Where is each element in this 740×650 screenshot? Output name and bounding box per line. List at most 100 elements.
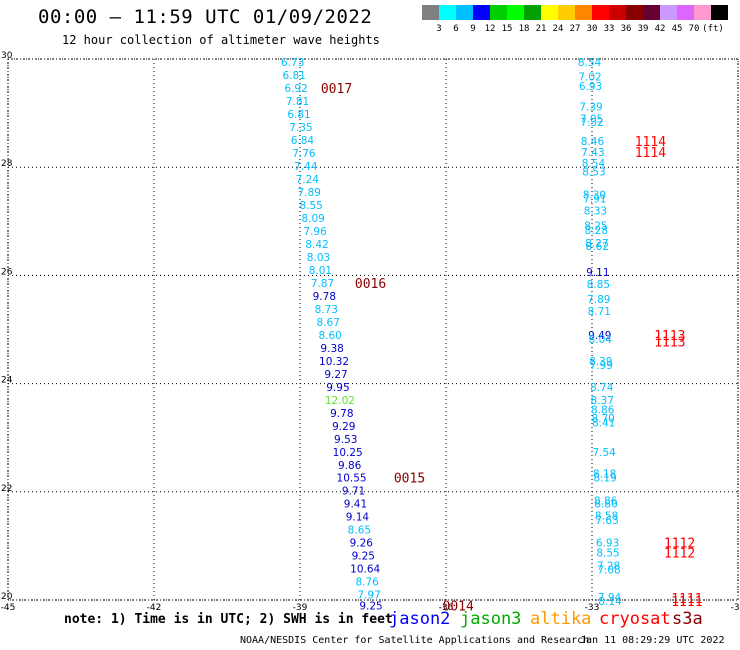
plot-frame — [7, 58, 739, 601]
swh-value-label: 9.11 — [586, 267, 609, 279]
color-scale-label: 30 — [586, 24, 598, 34]
swh-value-label: 7.81 — [286, 96, 309, 108]
swh-value-label: 6.81 — [287, 109, 310, 121]
swh-value-label: 7.99 — [590, 360, 613, 372]
swh-value-label: 8.62 — [586, 241, 609, 253]
swh-value-label: 7.94 — [598, 592, 622, 604]
swh-value-label: 8.39 — [589, 356, 612, 368]
swh-value-label: 8.54 — [578, 57, 602, 69]
swh-value-label: 8.55 — [596, 547, 619, 559]
swh-value-label: 8.85 — [587, 279, 610, 291]
swh-value-label: 9.14 — [346, 512, 370, 524]
swh-value-label: 8.37 — [591, 395, 614, 407]
color-scale-label: 39 — [637, 24, 649, 34]
color-scale-cell — [490, 5, 507, 20]
swh-value-label: 8.58 — [595, 511, 618, 523]
color-scale-cell — [626, 5, 643, 20]
swh-value-label: 7.43 — [581, 147, 604, 159]
x-tick-label: -30 — [731, 603, 740, 613]
swh-value-label: 6.81 — [282, 70, 305, 82]
pass-number-label: 0015 — [394, 472, 425, 487]
pass-number-label: 1111 — [671, 592, 702, 607]
pass-number-label: 1114 — [635, 135, 666, 150]
x-tick-label: -39 — [293, 603, 308, 613]
chart-subtitle: 12 hour collection of altimeter wave hei… — [62, 33, 380, 47]
swh-value-label: 7.91 — [583, 194, 606, 206]
color-scale-label: (ft) — [702, 24, 724, 34]
chart-title: 00:00 – 11:59 UTC 01/09/2022 — [38, 6, 373, 28]
swh-value-label: 10.55 — [337, 473, 367, 485]
swh-value-label: 9.27 — [324, 369, 347, 381]
swh-value-label: 7.97 — [357, 590, 380, 602]
swh-value-label: 9.78 — [330, 408, 353, 420]
swh-value-label: 8.71 — [588, 306, 611, 318]
pass-number-label: 1114 — [635, 146, 666, 161]
color-scale-cell — [592, 5, 609, 20]
swh-value-label: 7.44 — [294, 161, 318, 173]
swh-value-label: 8.80 — [594, 499, 617, 511]
swh-value-label: 7.96 — [303, 226, 327, 238]
swh-value-label: 10.32 — [319, 356, 349, 368]
swh-value-label: 6.73 — [281, 57, 304, 69]
y-tick-label: 24 — [1, 376, 13, 386]
swh-value-label: 6.93 — [596, 538, 619, 550]
swh-value-label: 9.41 — [344, 499, 367, 511]
swh-value-label: 7.89 — [298, 187, 321, 199]
swh-value-label: 8.67 — [317, 317, 340, 329]
color-scale-cell — [711, 5, 728, 20]
swh-value-label: 8.76 — [355, 577, 379, 589]
color-scale-label: 3 — [436, 24, 442, 34]
color-scale-cell — [677, 5, 694, 20]
color-scale-label: 6 — [453, 24, 459, 34]
swh-value-label: 7.24 — [296, 174, 320, 186]
legend-jason2: jason2 — [389, 609, 451, 629]
swh-value-label: 8.03 — [307, 252, 330, 264]
swh-value-label: 7.87 — [311, 278, 334, 290]
swh-value-label: 9.25 — [359, 600, 382, 612]
swh-value-label: 8.04 — [589, 334, 613, 346]
color-scale-cell — [558, 5, 575, 20]
swh-value-label: 7.54 — [592, 447, 616, 459]
color-scale-cell — [456, 5, 473, 20]
swh-value-label: 7.32 — [580, 117, 603, 129]
swh-value-label: 7.02 — [578, 71, 601, 83]
y-tick-label: 26 — [1, 267, 13, 277]
swh-value-label: 8.27 — [585, 238, 608, 250]
color-scale-cell — [507, 5, 524, 20]
swh-value-label: 9.78 — [313, 291, 336, 303]
y-tick-label: 30 — [1, 51, 13, 61]
color-scale-label: 45 — [671, 24, 683, 34]
color-scale-cell — [422, 5, 439, 20]
swh-value-label: 8.86 — [591, 405, 615, 417]
swh-value-label: 6.92 — [284, 83, 307, 95]
swh-value-label: 9.53 — [334, 434, 357, 446]
x-tick-label: -33 — [585, 603, 600, 613]
pass-number-label: 1113 — [654, 329, 685, 344]
generated-timestamp: Jan 11 08:29:29 UTC 2022 — [580, 635, 725, 646]
swh-value-label: 7.08 — [597, 565, 620, 577]
pass-number-label: 1112 — [664, 546, 695, 561]
color-scale-cell — [524, 5, 541, 20]
swh-value-label: 8.14 — [598, 596, 622, 608]
swh-value-label: 10.64 — [350, 564, 380, 576]
color-scale-label: 9 — [470, 24, 476, 34]
credit-line: NOAA/NESDIS Center for Satellite Applica… — [240, 635, 590, 646]
swh-value-label: 8.70 — [591, 413, 614, 425]
swh-value-label: 8.09 — [301, 213, 324, 225]
swh-value-label: 9.86 — [338, 460, 362, 472]
color-scale-label: 15 — [501, 24, 513, 34]
units-note: note: 1) Time is in UTC; 2) SWH is in fe… — [64, 612, 393, 627]
swh-value-label: 12.02 — [325, 395, 355, 407]
swh-value-label: 9.71 — [342, 486, 365, 498]
swh-value-label: 8.46 — [581, 136, 605, 148]
pass-number-label: 0016 — [355, 277, 386, 292]
swh-value-label: 8.53 — [582, 167, 605, 179]
swh-value-label: 7.76 — [292, 148, 316, 160]
swh-value-label: 8.28 — [585, 225, 608, 237]
swh-value-label: 9.49 — [588, 330, 611, 342]
swh-value-label: 9.95 — [326, 382, 349, 394]
swh-value-label: 10.25 — [333, 447, 363, 459]
color-scale-cell — [575, 5, 592, 20]
color-scale-label: 12 — [484, 24, 496, 34]
